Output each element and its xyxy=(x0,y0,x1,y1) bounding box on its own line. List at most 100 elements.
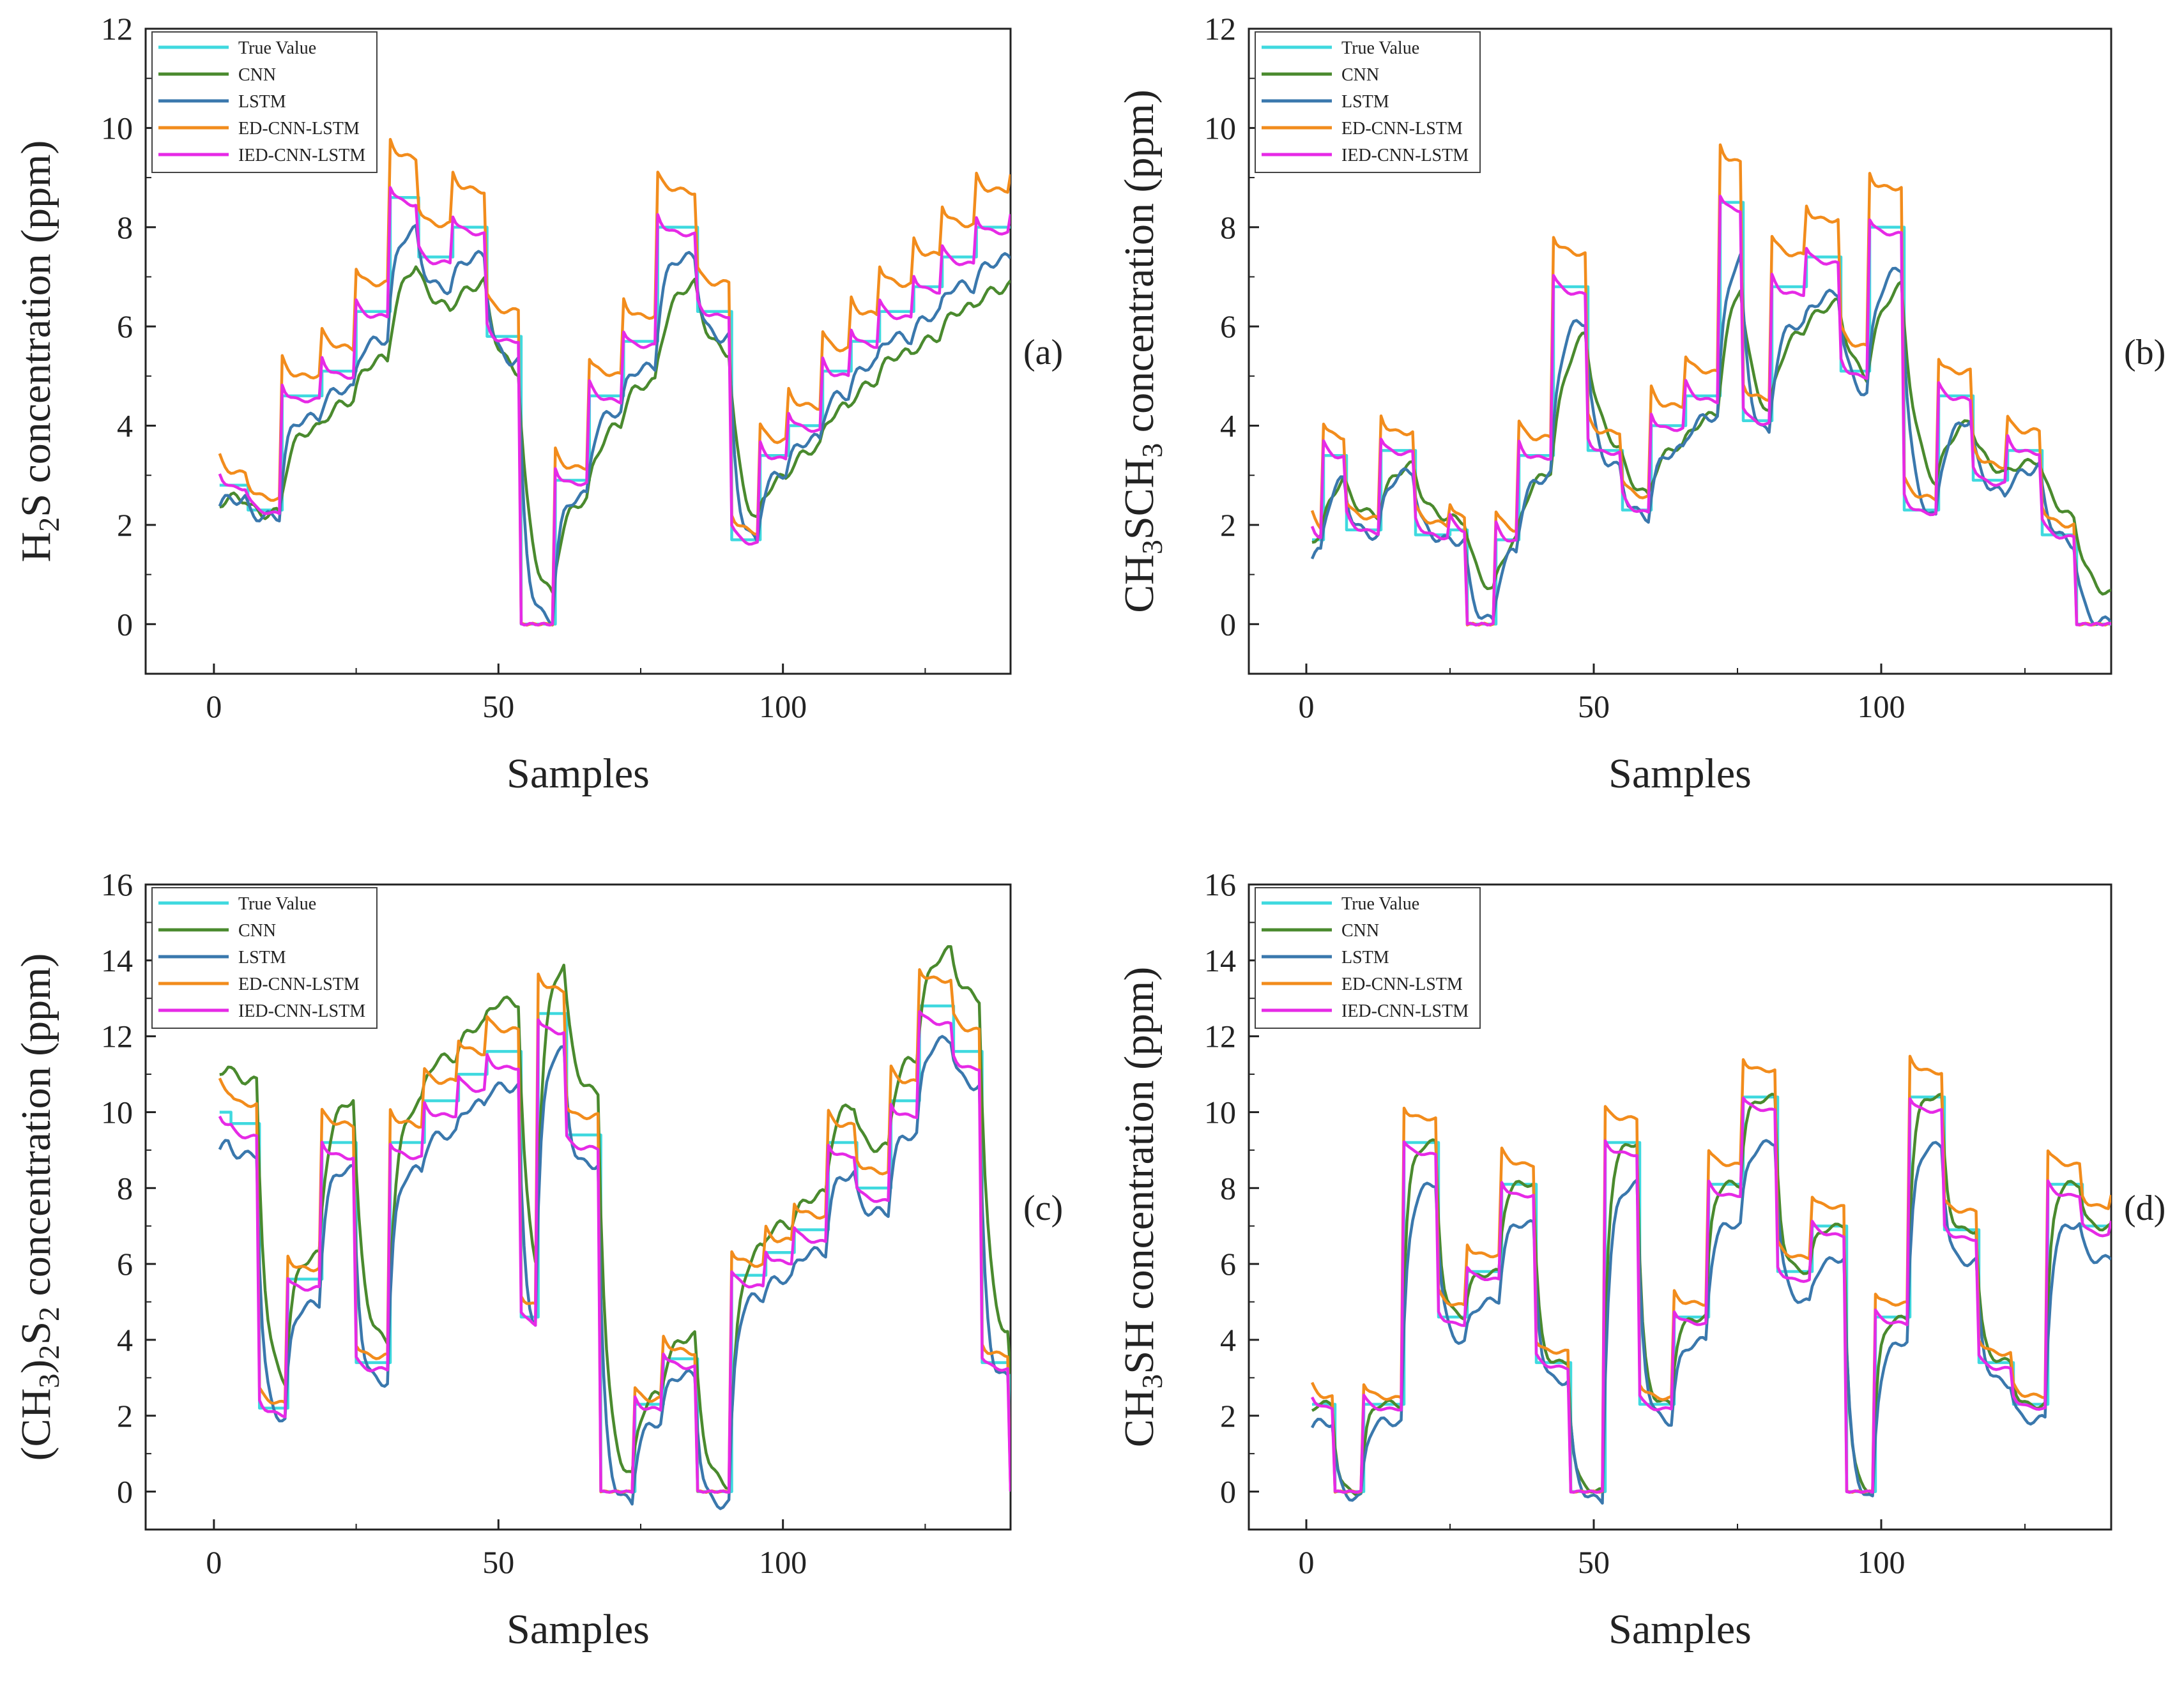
x-tick-label: 0 xyxy=(1299,1544,1315,1580)
x-tick-label: 50 xyxy=(1578,688,1610,724)
y-tick-label: 16 xyxy=(1204,867,1236,902)
legend-label: CNN xyxy=(1341,65,1379,85)
legend-label: LSTM xyxy=(1341,948,1389,968)
y-tick-label: 12 xyxy=(101,11,133,47)
y-tick-label: 4 xyxy=(117,1322,133,1358)
y-axis-title-part: CH xyxy=(1116,554,1163,613)
series-line-cnn xyxy=(1311,280,2111,596)
y-tick-label: 2 xyxy=(1220,1398,1236,1434)
y-axis-title-part: 2 xyxy=(33,517,65,532)
y-axis-title: (CH3)2S2 concentration (ppm) xyxy=(13,953,65,1461)
y-tick-label: 6 xyxy=(1220,308,1236,344)
y-tick-label: 2 xyxy=(117,507,133,543)
legend-label: True Value xyxy=(1341,894,1419,914)
y-axis-title-part: S concentration (ppm) xyxy=(13,140,59,517)
legend-label: LSTM xyxy=(238,92,286,112)
plot-area xyxy=(1310,1054,2111,1505)
series-line-lstm xyxy=(1310,253,2111,627)
y-tick-label: 0 xyxy=(1220,606,1236,642)
legend-label: ED-CNN-LSTM xyxy=(1341,119,1463,139)
series-line-ed-cnn-lstm xyxy=(218,968,1011,1494)
legend-label: True Value xyxy=(238,38,316,58)
x-tick-label: 50 xyxy=(1578,1544,1610,1580)
series-line-lstm xyxy=(1311,1139,2111,1505)
legend: True Value CNN LSTM ED-CNN-LSTM IED-CNN-LSTM xyxy=(1255,887,1481,1029)
y-axis-title-part: 2 xyxy=(33,1307,65,1321)
x-tick-label: 100 xyxy=(1858,1544,1905,1580)
legend-label: True Value xyxy=(238,894,316,914)
chart-panel-d: 0 2 4 6 8 10 12 14 16 0 50 100 Samples CH3SH concentr… xyxy=(1116,867,2165,1653)
y-axis-title-part: CH xyxy=(1116,1389,1163,1448)
x-tick-label: 100 xyxy=(759,1544,807,1580)
y-axis-title-part: 2 xyxy=(33,1345,65,1360)
x-tick-label: 100 xyxy=(759,688,807,724)
legend-label: CNN xyxy=(238,65,276,85)
y-tick-label: 12 xyxy=(101,1019,133,1054)
x-tick-label: 0 xyxy=(206,1544,222,1580)
series-line-ied-cnn-lstm xyxy=(218,1010,1011,1494)
y-tick-label: 16 xyxy=(101,867,133,902)
y-tick-label: 8 xyxy=(1220,1170,1236,1206)
y-tick-label: 4 xyxy=(1220,1322,1236,1358)
x-tick-label: 50 xyxy=(482,1544,514,1580)
y-tick-label: 0 xyxy=(117,606,133,642)
legend-label: IED-CNN-LSTM xyxy=(238,1001,365,1021)
y-axis-title-part: concentration (ppm) xyxy=(13,953,59,1307)
legend-label: IED-CNN-LSTM xyxy=(1341,146,1469,165)
y-axis-title-part: concentration (ppm) xyxy=(1116,89,1163,443)
x-axis-title: Samples xyxy=(507,750,650,797)
y-tick-label: 8 xyxy=(117,209,133,245)
y-tick-label: 14 xyxy=(101,943,133,978)
legend: True Value CNN LSTM ED-CNN-LSTM IED-CNN-LSTM xyxy=(151,887,378,1029)
y-axis-title: CH3SH concentration (ppm) xyxy=(1116,967,1168,1448)
y-tick-label: 6 xyxy=(117,308,133,344)
legend: True Value CNN LSTM ED-CNN-LSTM IED-CNN-LSTM xyxy=(151,31,378,173)
plot-frame xyxy=(144,27,1012,675)
legend: True Value CNN LSTM ED-CNN-LSTM IED-CNN-LSTM xyxy=(1255,31,1481,173)
y-tick-label: 0 xyxy=(117,1474,133,1510)
y-tick-label: 8 xyxy=(117,1170,133,1206)
x-axis-title: Samples xyxy=(1608,750,1752,797)
series-line-lstm xyxy=(218,224,1011,627)
plot-frame xyxy=(1248,883,2112,1531)
y-axis-title-part: H xyxy=(13,532,59,563)
series-line-cnn xyxy=(219,945,1011,1491)
legend-label: ED-CNN-LSTM xyxy=(238,119,360,139)
y-tick-label: 6 xyxy=(1220,1246,1236,1282)
legend-label: LSTM xyxy=(238,948,286,968)
legend-label: IED-CNN-LSTM xyxy=(238,146,365,165)
y-axis-title-part: 3 xyxy=(33,1374,65,1388)
y-tick-label: 2 xyxy=(1220,507,1236,543)
legend-label: ED-CNN-LSTM xyxy=(238,975,360,994)
plot-area xyxy=(1310,143,2111,627)
panel-label: (a) xyxy=(1023,333,1063,372)
y-tick-label: 0 xyxy=(1220,1474,1236,1510)
y-tick-label: 6 xyxy=(117,1246,133,1282)
x-tick-label: 100 xyxy=(1858,688,1905,724)
series-line-cnn xyxy=(219,265,1011,594)
y-axis-title-part: ) xyxy=(13,1360,59,1374)
panel-label: (d) xyxy=(2124,1189,2165,1228)
y-tick-label: 10 xyxy=(101,110,133,146)
series-line-ied-cnn-lstm xyxy=(1311,1097,2111,1494)
series-line-ed-cnn-lstm xyxy=(1310,143,2111,627)
plot-frame xyxy=(1248,27,2112,675)
series-line-lstm xyxy=(218,1035,1011,1510)
legend-label: IED-CNN-LSTM xyxy=(1341,1001,1469,1021)
y-tick-label: 2 xyxy=(117,1398,133,1434)
y-axis-title: CH3SCH3 concentration (ppm) xyxy=(1116,89,1168,613)
series-line-ied-cnn-lstm xyxy=(218,186,1011,627)
y-tick-label: 4 xyxy=(117,408,133,444)
legend-label: ED-CNN-LSTM xyxy=(1341,975,1463,994)
y-axis-title-part: SCH xyxy=(1116,458,1163,540)
series-line-true-value xyxy=(1312,1095,2111,1493)
y-axis-title-part: (CH xyxy=(13,1388,59,1461)
y-tick-label: 10 xyxy=(1204,1094,1236,1130)
plot-frame xyxy=(144,883,1012,1531)
y-tick-label: 14 xyxy=(1204,943,1236,978)
panel-label: (b) xyxy=(2124,333,2165,372)
x-axis-title: Samples xyxy=(507,1606,650,1653)
